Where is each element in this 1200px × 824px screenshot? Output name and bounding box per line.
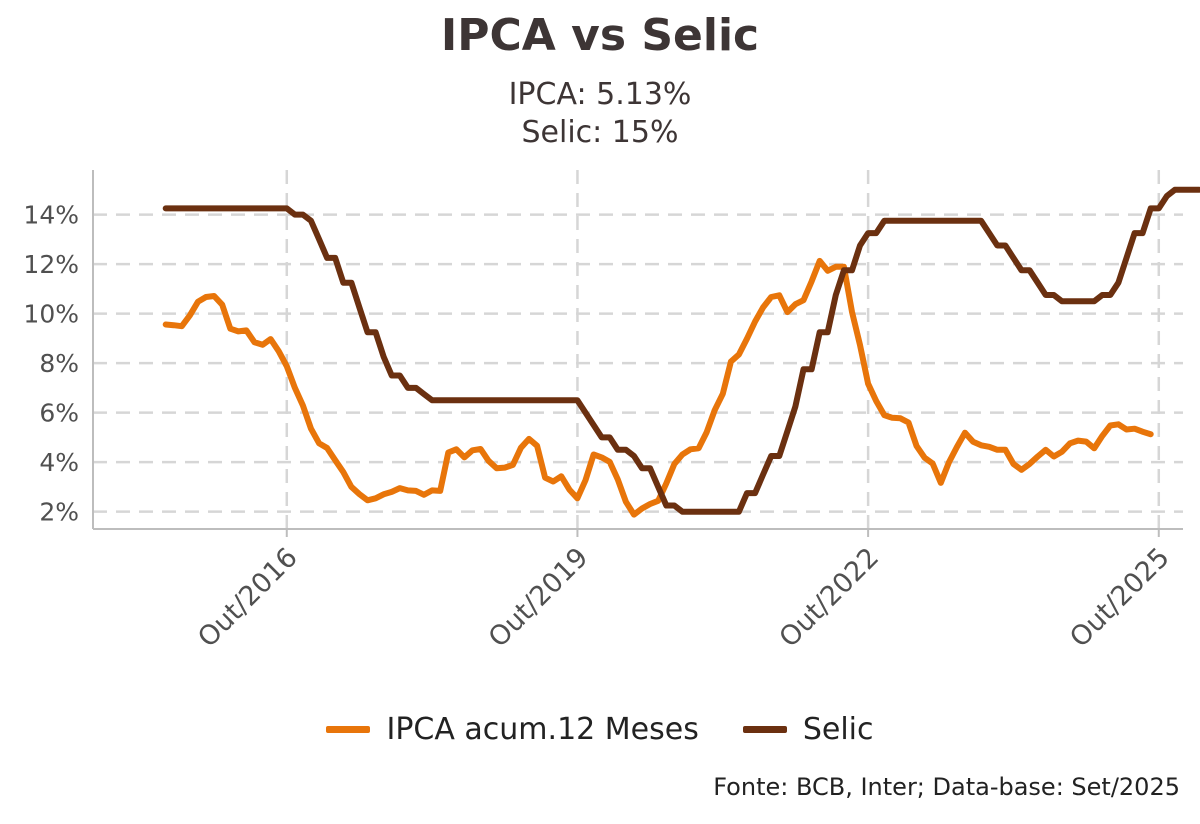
subtitle-selic: Selic: 15% (521, 115, 679, 150)
tick-labels: 2% 4% 6% 8% 10% 12% 14% Out/2016 Out/2019 Out/202… (23, 201, 1175, 654)
legend-item-ipca: IPCA acum.12 Meses (326, 712, 699, 747)
selic-series-line (162, 186, 1200, 515)
y-tick-label: 6% (39, 399, 79, 428)
chart-caption: Fonte: BCB, Inter; Data-base: Set/2025 (713, 773, 1180, 801)
x-tick-label: Out/2016 (192, 542, 304, 654)
chart-title: IPCA vs Selic (440, 10, 760, 61)
y-tick-label: 14% (23, 201, 79, 230)
axes (92, 170, 1183, 537)
chart-subtitle: IPCA: 5.13% Selic: 15% (0, 76, 1200, 152)
legend-label-ipca: IPCA acum.12 Meses (386, 712, 699, 747)
y-tick-label: 10% (23, 300, 79, 329)
y-tick-label: 4% (39, 448, 79, 477)
ipca-series-line (162, 257, 1154, 518)
legend: IPCA acum.12 Meses Selic (0, 712, 1200, 747)
y-tick-label: 2% (39, 498, 79, 527)
series-lines (162, 186, 1200, 518)
x-tick-label: Out/2019 (483, 542, 595, 654)
legend-item-selic: Selic (742, 712, 874, 747)
legend-swatch-selic (742, 726, 787, 733)
line-chart: 2% 4% 6% 8% 10% 12% 14% Out/2016 Out/2019 Out/202… (23, 170, 1200, 654)
subtitle-ipca: IPCA: 5.13% (508, 77, 692, 112)
x-tick-label: Out/2025 (1064, 542, 1176, 654)
y-tick-label: 12% (23, 250, 79, 279)
grid (93, 170, 1183, 529)
x-tick-label: Out/2022 (774, 542, 886, 654)
legend-label-selic: Selic (802, 712, 874, 747)
legend-swatch-ipca (326, 726, 371, 733)
y-tick-label: 8% (39, 349, 79, 378)
